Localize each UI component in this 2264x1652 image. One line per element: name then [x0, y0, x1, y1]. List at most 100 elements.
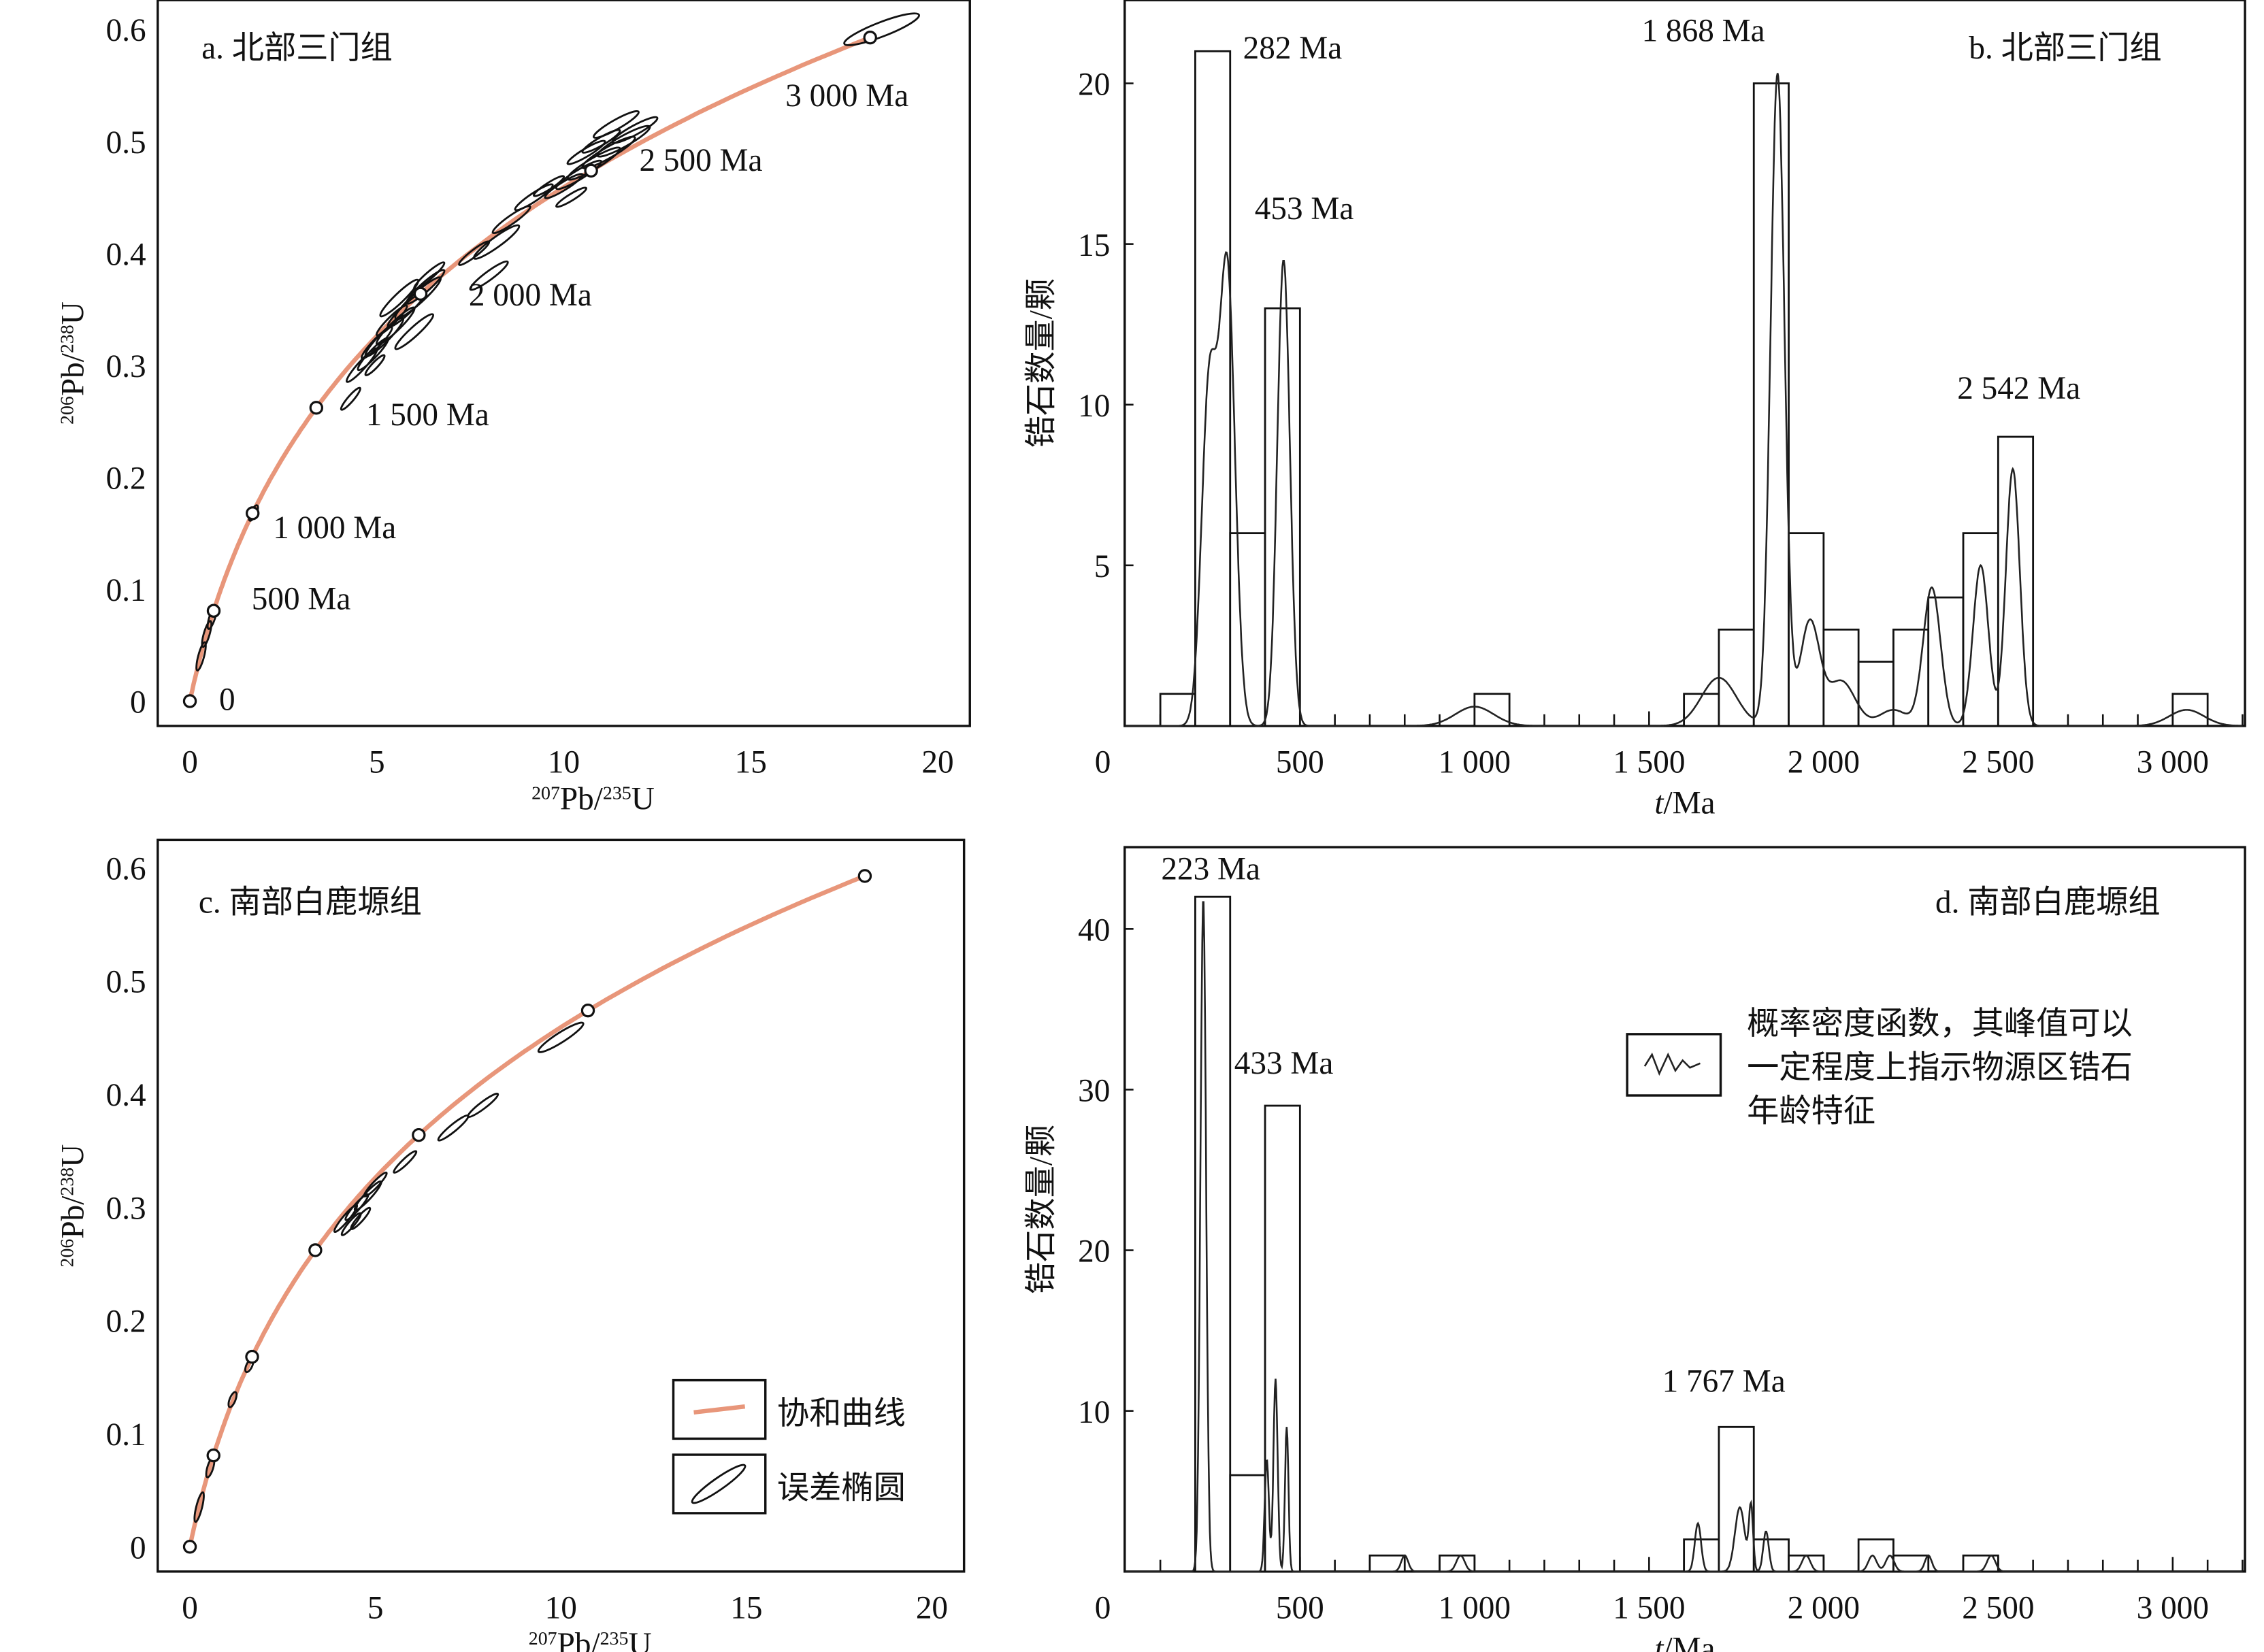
y-tick-label: 0 [130, 685, 146, 721]
y-tick-label: 30 [1078, 1074, 1110, 1109]
error-ellipse [537, 1021, 585, 1053]
error-ellipse [201, 620, 213, 648]
label-part: /Ma [1663, 1632, 1715, 1652]
error-ellipse [555, 186, 587, 208]
error-ellipse [514, 183, 554, 212]
error-ellipse [413, 261, 446, 291]
x-tick-label: 500 [1276, 1590, 1324, 1625]
histogram-bar [1927, 596, 1965, 727]
error-ellipse [611, 116, 659, 144]
legend-text-line: 年龄特征 [1747, 1094, 1875, 1129]
x-axis-label: t/Ma [1654, 1632, 1715, 1652]
y-axis-label: 206Pb/238U [55, 1144, 91, 1268]
legend-swatch-box [672, 1378, 767, 1440]
histogram-bar [1718, 628, 1755, 727]
x-axis-label: 207Pb/235U [529, 1627, 652, 1652]
error-ellipse [376, 304, 408, 337]
x-axis-label: 207Pb/235U [531, 781, 655, 816]
concordia-age-marker [206, 1448, 220, 1463]
panel-title: a. 北部三门组 [201, 31, 393, 66]
y-axis-label-text: 206Pb/238U [55, 301, 91, 425]
panel-title: b. 北部三门组 [1969, 31, 2161, 66]
label-part: Pb/ [55, 1195, 91, 1239]
error-ellipse [469, 260, 509, 291]
plot-frame [157, 838, 966, 1573]
y-axis-label: 锆石数量/颗 [1023, 278, 1059, 448]
concordia-age-marker [182, 694, 197, 708]
y-tick-label: 0.4 [106, 237, 146, 272]
error-ellipse [472, 224, 521, 260]
x-tick-label: 10 [548, 745, 580, 780]
error-ellipse [467, 1093, 499, 1119]
histogram-bar [1229, 1474, 1266, 1573]
y-tick-label: 0.3 [106, 1191, 146, 1226]
y-tick-label: 20 [1078, 1234, 1110, 1270]
y-tick-label: 40 [1078, 912, 1110, 948]
legend-swatch-box [672, 1453, 767, 1515]
error-ellipse [340, 1212, 362, 1236]
legend-text-line: 概率密度函数，其峰值可以 [1747, 1006, 2133, 1042]
error-ellipse [555, 159, 603, 191]
x-tick-label: 0 [1095, 745, 1111, 780]
label-part: t [1654, 1632, 1664, 1652]
y-tick-label: 0.1 [106, 1417, 146, 1453]
error-ellipse [379, 278, 420, 318]
concordia-age-marker [580, 1003, 595, 1018]
histogram-bar [1229, 532, 1266, 727]
concordia-curve [187, 874, 866, 1547]
error-ellipse [843, 12, 920, 46]
error-ellipse [393, 1150, 418, 1174]
x-tick-label: 5 [367, 1590, 384, 1625]
peak-age-label: 282 Ma [1243, 31, 1343, 66]
x-tick-label: 20 [916, 1590, 948, 1625]
label-part: U [628, 1627, 651, 1652]
concordia-age-marker [863, 31, 877, 45]
histogram-bar [1368, 1554, 1406, 1573]
legend-concordia-line [693, 1404, 746, 1415]
x-axis-label-text: 207Pb/235U [531, 781, 655, 816]
peak-age-label: 223 Ma [1161, 851, 1260, 887]
label-part: U [55, 1144, 91, 1168]
plot-frame [157, 0, 971, 727]
age-label: 0 [219, 682, 235, 717]
error-ellipse [491, 205, 531, 235]
histogram-bar [1264, 1104, 1301, 1573]
label-part: 206 [56, 1239, 78, 1268]
label-part: 238 [56, 325, 78, 353]
concordia-age-marker [413, 286, 428, 301]
age-label: 3 000 Ma [785, 78, 908, 114]
error-ellipse [394, 313, 435, 350]
concordia-age-marker [182, 1540, 197, 1554]
error-ellipse [363, 1171, 388, 1197]
x-axis-label-text: 207Pb/235U [529, 1627, 652, 1652]
y-tick-label: 10 [1078, 389, 1110, 424]
error-ellipse [581, 135, 636, 169]
x-tick-label: 15 [735, 745, 767, 780]
error-ellipse [361, 326, 393, 360]
y-tick-label: 0 [130, 1530, 146, 1566]
concordia-age-marker [412, 1127, 426, 1142]
legend-text-line: 一定程度上指示物源区锆石 [1747, 1050, 2133, 1085]
age-label: 500 Ma [252, 582, 351, 617]
histogram-bar [1822, 628, 1860, 727]
histogram-bar [1962, 532, 1999, 727]
error-ellipse [227, 1391, 238, 1408]
y-tick-label: 10 [1078, 1395, 1110, 1430]
panel-title: d. 南部白鹿塬组 [1935, 885, 2161, 921]
y-tick-label: 5 [1094, 549, 1111, 584]
probability-density-curve [1125, 901, 2243, 1573]
concordia-age-marker [584, 163, 598, 178]
error-ellipse [532, 175, 565, 197]
x-tick-label: 0 [182, 745, 198, 780]
x-tick-label: 1 500 [1613, 745, 1685, 780]
legend-label: 协和曲线 [777, 1396, 906, 1432]
y-tick-label: 15 [1078, 228, 1110, 263]
panel-b: b. 北部三门组 0 500 1 000 1 500 2 000 2 500 3 000 5 10… [1023, 0, 2246, 821]
x-tick-label: 2 000 [1788, 1590, 1860, 1625]
peak-age-label: 1 868 Ma [1642, 13, 1765, 48]
label-part: U [55, 301, 91, 325]
x-tick-label: 15 [730, 1590, 762, 1625]
